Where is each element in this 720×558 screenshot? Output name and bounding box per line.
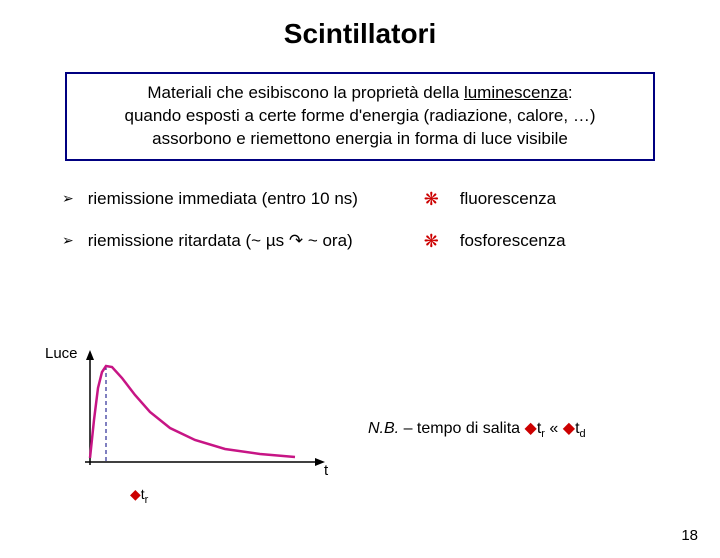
- bullet-text: riemissione immediata (entro 10 ns): [88, 189, 418, 209]
- diamond-icon: ◆: [563, 418, 575, 438]
- box-line-1c: :: [568, 83, 573, 102]
- y-axis-arrow-icon: [86, 350, 94, 360]
- square-icon: ❋: [424, 193, 436, 205]
- box-line-3: assorbono e riemettono energia in forma …: [81, 128, 639, 151]
- box-line-2: quando esposti a certe forme d'energia (…: [81, 105, 639, 128]
- nb-td-sub: d: [580, 428, 586, 440]
- nb-mid: – tempo di salita: [399, 420, 524, 437]
- diamond-icon: ◆: [130, 486, 141, 503]
- chart-svg: [50, 350, 330, 490]
- curve-path: [90, 366, 295, 458]
- bullet-row: ➢ riemissione ritardata (~ µs ↷ ~ ora) ❋…: [62, 231, 720, 251]
- box-line-1: Materiali che esibiscono la proprietà de…: [81, 82, 639, 105]
- y-axis-label: Luce: [45, 345, 78, 362]
- luminescenza-word: luminescenza: [464, 83, 568, 102]
- chevron-icon: ➢: [62, 232, 74, 249]
- x-axis-label: t: [324, 462, 328, 479]
- bullet-row: ➢ riemissione immediata (entro 10 ns) ❋ …: [62, 189, 720, 209]
- bullet-term: fosforescenza: [460, 231, 566, 251]
- tr-marker-label: ◆tr: [130, 486, 148, 506]
- chevron-icon: ➢: [62, 190, 74, 207]
- definition-box: Materiali che esibiscono la proprietà de…: [65, 72, 655, 161]
- nb-note: N.B. – tempo di salita ◆tr « ◆td: [368, 418, 586, 440]
- nb-prefix: N.B.: [368, 420, 399, 437]
- tr-sub: r: [145, 494, 149, 506]
- bullet-text: riemissione ritardata (~ µs ↷ ~ ora): [88, 231, 418, 251]
- bullet-list: ➢ riemissione immediata (entro 10 ns) ❋ …: [62, 189, 720, 251]
- nb-rel: «: [545, 420, 563, 437]
- diamond-icon: ◆: [525, 418, 537, 438]
- box-line-1a: Materiali che esibiscono la proprietà de…: [147, 83, 464, 102]
- slide-title: Scintillatori: [0, 18, 720, 50]
- page-number: 18: [681, 527, 698, 544]
- square-icon: ❋: [424, 235, 436, 247]
- light-curve-chart: Luce: [50, 350, 310, 500]
- bullet-term: fluorescenza: [460, 189, 556, 209]
